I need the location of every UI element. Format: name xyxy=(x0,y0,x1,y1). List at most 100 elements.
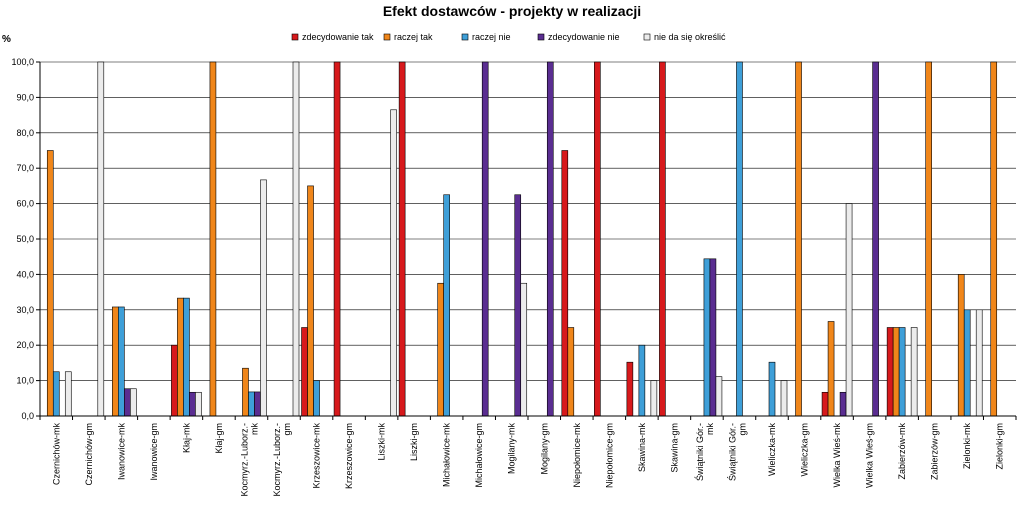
y-axis-unit-label: % xyxy=(2,34,11,45)
legend-label: nie da się określić xyxy=(654,32,726,42)
bar xyxy=(709,258,717,417)
x-tick-label: Krzeszowice-mk xyxy=(312,423,322,489)
bar xyxy=(898,327,906,417)
y-tick-label: 100,0 xyxy=(11,57,34,67)
bar xyxy=(390,109,397,417)
x-tick-label: Świątniki Gór.-gm xyxy=(726,423,747,481)
x-tick-label: Świątniki Gór.-mk xyxy=(694,423,715,482)
x-tick-label: Wielka Wieś-gm xyxy=(865,423,875,488)
bar xyxy=(260,179,267,417)
x-tick-label: Skawina-mk xyxy=(637,423,647,473)
bar xyxy=(333,61,341,417)
y-tick-label: 90,0 xyxy=(16,92,34,102)
y-axis-ticks: 0,0 10,0 20,0 30,0 40,0 50,0 60,0 70,0 80,0 90,0 1… xyxy=(11,57,40,421)
bar xyxy=(715,376,723,417)
bar xyxy=(52,371,60,417)
x-tick-label: Wieliczka-mk xyxy=(767,423,777,476)
bar xyxy=(910,327,918,417)
bar xyxy=(437,282,444,417)
x-tick-label: Czernichów-mk xyxy=(51,423,61,486)
bar xyxy=(821,391,829,417)
x-tick-label: Zabierzów-gm xyxy=(930,423,940,480)
legend-label: zdecydowanie tak xyxy=(302,32,374,42)
bar xyxy=(112,306,119,417)
x-tick-label: Michałowice-mk xyxy=(442,423,452,488)
bar xyxy=(594,61,601,417)
legend-swatch xyxy=(291,33,299,41)
x-tick-label: Czernichów-gm xyxy=(84,423,94,486)
bar xyxy=(925,61,932,417)
bar xyxy=(514,194,522,417)
y-tick-label: 10,0 xyxy=(16,376,34,386)
y-tick-label: 50,0 xyxy=(16,234,34,244)
bar xyxy=(736,61,743,417)
legend-label: zdecydowanie nie xyxy=(548,32,620,42)
bar xyxy=(827,321,835,417)
x-tick-label: Mogilany-gm xyxy=(539,423,549,475)
x-tick-label: Skawina-gm xyxy=(669,423,679,473)
x-tick-label: Mogilany-mk xyxy=(507,423,517,475)
bar xyxy=(124,388,131,417)
x-tick-label: Zabierzów-mk xyxy=(897,423,907,480)
bar xyxy=(209,61,217,417)
legend-label: raczej nie xyxy=(472,32,511,42)
bar xyxy=(963,309,971,417)
bar xyxy=(892,327,900,417)
bar xyxy=(171,344,178,417)
bar xyxy=(872,61,879,417)
legend-swatch xyxy=(537,33,545,41)
bar xyxy=(886,327,894,417)
bar xyxy=(292,61,300,417)
x-tick-label: Krzeszowice-gm xyxy=(344,423,354,489)
bars xyxy=(46,61,998,417)
bar xyxy=(957,274,965,417)
bar xyxy=(650,380,658,417)
x-tick-label: Iwanowice-gm xyxy=(149,423,159,481)
x-tick-label: Iwanowice-mk xyxy=(116,423,126,481)
bar xyxy=(301,327,308,417)
x-tick-label: Kłaj-gm xyxy=(214,423,224,454)
bar xyxy=(845,203,853,417)
y-tick-label: 30,0 xyxy=(16,305,34,315)
bar xyxy=(481,61,489,417)
x-tick-label: Kocmyrz.-Luborz.-gm xyxy=(272,423,292,497)
bar xyxy=(248,391,255,417)
y-tick-label: 60,0 xyxy=(16,199,34,209)
x-tick-label: Zielonki-gm xyxy=(995,423,1005,470)
bar xyxy=(97,61,105,417)
bar xyxy=(189,391,196,417)
chart-title: Efekt dostawców - projekty w realizacji xyxy=(383,3,641,19)
bar xyxy=(795,61,802,417)
axes xyxy=(39,62,1017,420)
bar xyxy=(195,391,202,417)
bar xyxy=(703,258,711,417)
y-tick-label: 70,0 xyxy=(16,163,34,173)
bar xyxy=(307,185,314,417)
bar xyxy=(659,61,666,417)
legend-swatch xyxy=(461,33,469,41)
bar xyxy=(398,61,406,417)
legend-swatch xyxy=(643,33,651,41)
legend-swatch xyxy=(383,33,391,41)
bar xyxy=(975,309,983,417)
x-tick-label: Michałowice-gm xyxy=(474,423,484,488)
x-tick-label: Liszki-mk xyxy=(377,423,387,461)
bar xyxy=(520,282,528,417)
legend: zdecydowanie tak raczej tak raczej nie zdec… xyxy=(291,32,726,42)
x-tick-label: Wieliczka-gm xyxy=(800,423,810,477)
bar xyxy=(626,361,634,417)
y-tick-label: 20,0 xyxy=(16,340,34,350)
x-tick-label: Liszki-gm xyxy=(409,423,419,461)
bar xyxy=(130,388,137,417)
bar xyxy=(64,371,72,417)
bar xyxy=(254,391,261,417)
bar xyxy=(546,61,554,417)
bar xyxy=(118,306,125,417)
x-tick-label: Kłaj-mk xyxy=(181,423,191,454)
x-tick-label: Kocmyrz.-Luborz.-mk xyxy=(239,423,259,497)
bar xyxy=(990,61,998,417)
x-tick-label: Niepołomice-mk xyxy=(572,423,582,488)
bar xyxy=(443,194,450,417)
bar xyxy=(638,344,646,417)
